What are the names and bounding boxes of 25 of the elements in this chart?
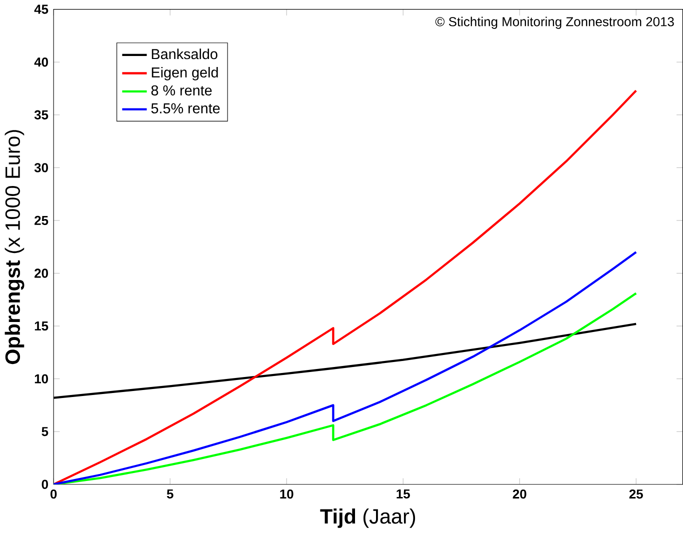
- x-tick-label: 10: [280, 490, 294, 499]
- y-axis-title: Opbrengst (x 1000 Euro): [4, 130, 24, 364]
- x-tick-label: 25: [629, 490, 643, 499]
- y-tick-label: 45: [34, 4, 48, 14]
- x-tick-label: 0: [50, 490, 57, 499]
- legend-label: Banksaldo: [152, 48, 218, 60]
- y-tick-label: 10: [34, 374, 48, 384]
- x-tick-label: 20: [512, 490, 526, 499]
- x-tick-label: 5: [166, 490, 174, 499]
- y-tick-label: 25: [34, 216, 48, 226]
- y-tick-label: 0: [42, 480, 48, 490]
- y-tick-label: 30: [34, 163, 48, 172]
- y-tick-label: 20: [34, 268, 48, 278]
- y-tick-label: 5: [42, 427, 48, 436]
- y-tick-label: 35: [34, 110, 48, 120]
- annotation: © Stichting Monitoring Zonnestroom 2013: [435, 16, 674, 30]
- y-tick-label: 40: [34, 58, 48, 67]
- x-axis-title: Tijd (Jaar): [320, 508, 416, 528]
- legend-label: 5.5% rente: [151, 103, 220, 114]
- legend-label: Eigen geld: [152, 67, 218, 81]
- x-tick-label: 15: [396, 490, 410, 499]
- line-series: [54, 251, 638, 485]
- legend-label: 8 % rente: [151, 85, 212, 96]
- y-tick-label: 15: [34, 322, 48, 331]
- line-series: [54, 323, 638, 400]
